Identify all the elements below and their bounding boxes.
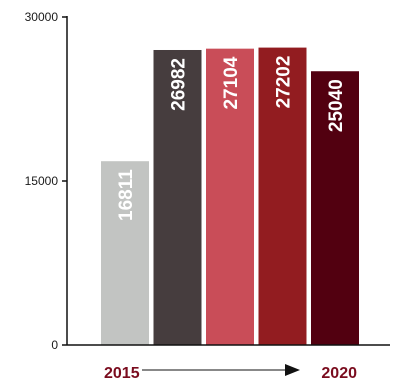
timeline-end-label: 2020 xyxy=(321,365,357,382)
y-tick-label: 0 xyxy=(51,338,58,352)
bar-value-label: 16811 xyxy=(116,169,137,221)
y-tick-label: 15000 xyxy=(25,174,59,188)
bar-value-label: 25040 xyxy=(326,79,347,132)
bar-value-label: 27104 xyxy=(221,56,242,109)
bar-value-label: 27202 xyxy=(274,56,295,109)
bar-2019 xyxy=(311,71,359,345)
timeline-start-label: 2015 xyxy=(104,365,140,382)
bar-2018 xyxy=(258,47,307,346)
timeline: 2015 2020 xyxy=(104,364,357,382)
bar-2015 xyxy=(101,161,149,345)
bars-group: 16811 26982 27104 27202 25040 xyxy=(101,47,359,346)
bar-value-label: 26982 xyxy=(169,58,190,111)
bar-2016 xyxy=(153,49,202,346)
y-ticks-group: 0 15000 30000 xyxy=(25,10,67,352)
timeline-arrow-head xyxy=(285,364,300,376)
bar-2017 xyxy=(206,48,254,345)
y-tick-label: 30000 xyxy=(25,10,59,24)
